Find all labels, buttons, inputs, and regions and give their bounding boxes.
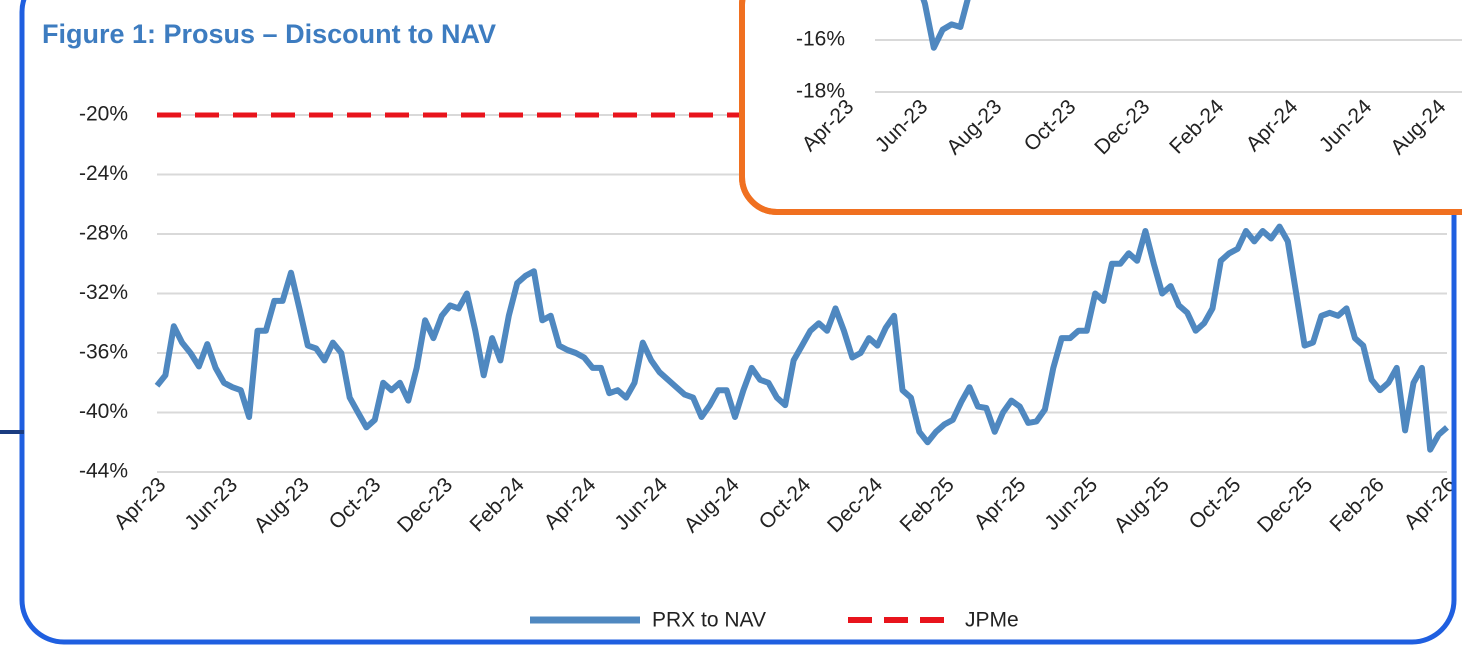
- y-tick-label: -32%: [79, 281, 128, 304]
- series-line: [154, 223, 1449, 453]
- series-line: [913, 0, 973, 51]
- legend-label: PRX to NAV: [652, 609, 766, 632]
- legend-label: JPMe: [965, 609, 1019, 632]
- inset-frame-border: [739, 0, 1462, 215]
- y-tick-label: -20%: [79, 103, 128, 126]
- chart-title: Figure 1: Prosus – Discount to NAV: [42, 19, 496, 49]
- y-tick-label: -44%: [79, 460, 128, 483]
- y-tick-label: -36%: [79, 341, 128, 364]
- main-frame: [19, 0, 1457, 645]
- y-tick-label: -16%: [796, 28, 845, 51]
- y-tick-label: -40%: [79, 400, 128, 423]
- y-tick-label: -18%: [796, 80, 845, 103]
- y-tick-label: -24%: [79, 162, 128, 185]
- y-tick-label: -28%: [79, 222, 128, 245]
